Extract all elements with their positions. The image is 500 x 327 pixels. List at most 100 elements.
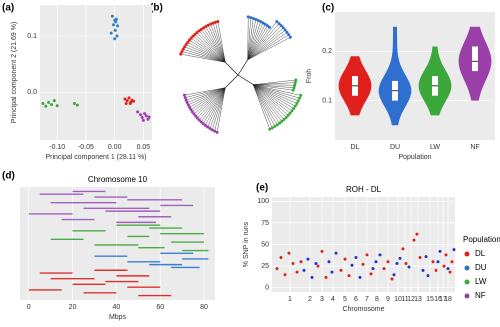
tree-branch <box>200 87 226 122</box>
tree-leaf <box>268 127 272 131</box>
point <box>41 101 45 105</box>
tree-branch <box>253 84 296 107</box>
tree-leaf <box>186 40 190 44</box>
tree-branch <box>247 27 270 60</box>
y-tick-label: 0.2 <box>322 48 332 55</box>
y-tick-label: 75 <box>261 220 269 227</box>
point <box>404 262 408 265</box>
tree-branch <box>181 51 226 63</box>
tree-leaf <box>210 128 214 132</box>
tree-leaf <box>293 83 297 87</box>
point <box>327 260 331 264</box>
point <box>347 274 351 278</box>
tree-leaf <box>195 31 199 35</box>
y-axis-title: Froh <box>306 69 313 84</box>
point <box>295 270 299 274</box>
x-tick-label: DU <box>390 144 400 151</box>
legend-label: NF <box>475 291 486 300</box>
tree-leaf <box>184 43 188 47</box>
tree-branch <box>253 84 299 102</box>
point <box>287 251 291 255</box>
point <box>113 28 117 32</box>
tree-leaf <box>299 93 303 97</box>
point <box>72 101 76 105</box>
point <box>144 114 148 118</box>
tree-leaf <box>185 100 189 104</box>
point <box>140 116 144 119</box>
tree-branch <box>225 62 239 76</box>
tree-leaf <box>183 45 187 49</box>
tree-leaf <box>193 32 197 36</box>
point <box>339 268 343 272</box>
tree-leaf <box>278 121 282 125</box>
tree-leaf <box>275 20 279 24</box>
plot-background <box>40 5 152 140</box>
legend-swatch <box>464 265 470 271</box>
point <box>324 275 328 279</box>
x-tick-label: 0.00 <box>108 144 122 151</box>
x-tick-label: 17 <box>439 296 447 303</box>
tree-leaf <box>190 110 194 114</box>
tree-branch <box>190 87 226 110</box>
tree-leaf <box>286 113 290 117</box>
point <box>314 262 318 265</box>
tree-branch <box>217 21 226 63</box>
tree-leaf <box>294 78 298 82</box>
legend-label: DL <box>475 249 486 258</box>
tree-branch <box>189 40 226 63</box>
tree-leaf <box>275 123 279 127</box>
point <box>310 275 314 279</box>
tree-leaf <box>189 107 193 111</box>
tree-branch <box>253 84 293 112</box>
tree-branch <box>193 87 226 115</box>
point <box>124 101 128 105</box>
tree-leaf <box>280 119 284 123</box>
point <box>374 260 378 264</box>
point <box>116 24 120 28</box>
tree-leaf <box>188 105 192 109</box>
point <box>291 262 295 265</box>
point <box>390 277 394 281</box>
tree-branch <box>185 44 226 63</box>
point <box>125 99 129 103</box>
tree-branch <box>184 87 226 96</box>
x-tick-label: 10 <box>394 296 402 303</box>
point <box>452 248 456 252</box>
tree-branch <box>247 25 268 60</box>
point <box>418 255 422 259</box>
tree-branch <box>225 74 239 88</box>
tree-leaf <box>285 30 289 34</box>
tree-branch <box>253 84 297 104</box>
y-tick-label: 0.1 <box>322 97 332 104</box>
point <box>112 23 116 27</box>
tree-leaf <box>206 125 210 129</box>
point <box>386 260 390 264</box>
tree-branch <box>191 37 226 63</box>
tree-branch <box>253 84 280 124</box>
tree-leaf <box>216 19 220 23</box>
tree-leaf <box>290 109 294 113</box>
tree-leaf <box>179 52 183 56</box>
x-tick-label: 15 <box>426 296 434 303</box>
y-tick-label: 25 <box>261 263 269 270</box>
tree-branch <box>205 87 226 126</box>
tree-branch <box>237 59 248 76</box>
point <box>320 249 324 253</box>
tree-branch <box>247 18 254 60</box>
tree-branch <box>253 84 289 116</box>
tree-branch <box>247 17 252 60</box>
tree-leaf <box>203 123 207 127</box>
tree-leaf <box>181 47 185 51</box>
violin <box>378 26 412 126</box>
tree-branch <box>188 87 226 106</box>
point <box>283 273 287 277</box>
x-tick-label: 8 <box>375 296 379 303</box>
x-tick-label: 12 <box>407 296 415 303</box>
tree-branch <box>216 87 226 133</box>
point <box>147 115 151 119</box>
point <box>44 104 48 108</box>
tree-leaf <box>209 22 213 26</box>
point <box>113 37 117 41</box>
x-tick-label: DL <box>351 144 360 151</box>
tree-branch <box>205 26 226 63</box>
